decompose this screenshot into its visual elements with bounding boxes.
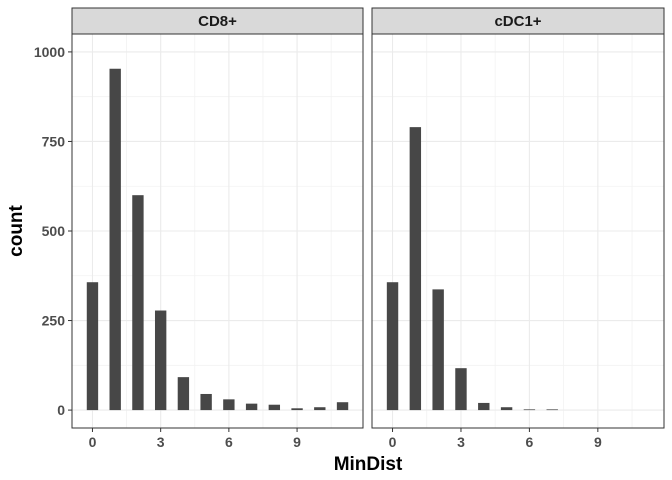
histogram-bar xyxy=(314,407,326,411)
strip-background xyxy=(71,7,364,35)
histogram-bar xyxy=(500,407,513,411)
x-tick-label: 3 xyxy=(157,434,165,450)
histogram-bar xyxy=(154,310,167,411)
y-tick-label: 0 xyxy=(57,402,65,418)
x-axis-title: MinDist xyxy=(334,454,403,475)
y-axis-title: count xyxy=(6,204,27,256)
panel-cdc1: cDC1+ 0 3 6 9 xyxy=(371,7,665,450)
y-tick-label: 250 xyxy=(42,313,66,329)
histogram-bar xyxy=(291,408,303,411)
histogram-bar xyxy=(523,409,536,411)
histogram-bar xyxy=(432,289,444,411)
strip-label: CD8+ xyxy=(198,13,237,30)
histogram-bar xyxy=(409,127,422,411)
histogram-bar xyxy=(386,282,399,411)
histogram-bar xyxy=(268,404,281,411)
histogram-bar xyxy=(455,368,467,411)
strip-background xyxy=(371,7,665,35)
x-tick-label: 6 xyxy=(225,434,233,450)
histogram-bar xyxy=(177,377,190,411)
x-tick-label: 0 xyxy=(389,434,397,450)
y-tick-label: 750 xyxy=(42,133,66,149)
histogram-bar xyxy=(200,393,212,411)
x-tick-label: 0 xyxy=(89,434,97,450)
histogram-bar xyxy=(546,409,558,411)
histogram-bar xyxy=(223,399,235,411)
x-tick-label: 9 xyxy=(594,434,602,450)
histogram-bar xyxy=(245,403,258,411)
histogram-bar xyxy=(336,402,349,411)
x-tick-label: 9 xyxy=(293,434,301,450)
x-tick-label: 3 xyxy=(457,434,465,450)
y-tick-label: 1000 xyxy=(34,44,65,60)
histogram-bar xyxy=(478,402,490,411)
histogram-bar xyxy=(86,282,99,411)
y-tick-label: 500 xyxy=(42,223,66,239)
strip-label: cDC1+ xyxy=(494,13,541,30)
panel-cd8: CD8+ 0 3 6 9 xyxy=(71,7,364,450)
histogram-bar xyxy=(109,68,121,411)
y-axis: 0 250 500 750 1000 xyxy=(34,44,72,418)
x-tick-label: 6 xyxy=(526,434,534,450)
histogram-bar xyxy=(132,195,144,411)
